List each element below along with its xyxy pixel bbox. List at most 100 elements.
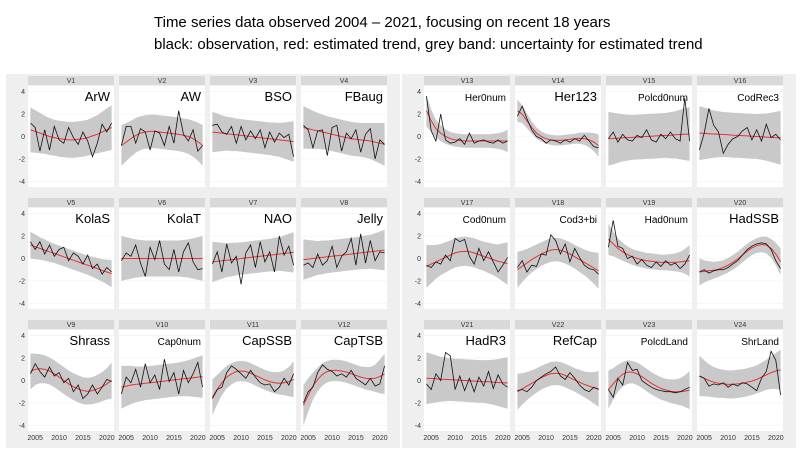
panel-V13: V13 Her0num -4 -2 0 2 4 <box>415 76 510 187</box>
variable-name-label: Her0num <box>465 93 506 104</box>
x-tick-label: 2010 <box>447 435 463 442</box>
observation-line <box>30 122 112 158</box>
x-tick-label: 2010 <box>233 435 249 442</box>
y-tick-label: 4 <box>21 333 25 340</box>
trend-line <box>121 376 203 388</box>
y-tick-label: -2 <box>415 400 421 407</box>
trend-line <box>517 372 599 393</box>
trend-line <box>121 130 203 146</box>
y-tick-label: 2 <box>21 112 25 119</box>
variable-name-label: CodRec3 <box>737 93 779 104</box>
trend-line <box>30 244 112 275</box>
y-tick-label: -4 <box>19 301 25 308</box>
x-tick-label: 2020 <box>99 435 115 442</box>
panel-V11: V11 CapSSB 2005 2010 2015 2020 <box>209 320 297 442</box>
panel-strip-label: V14 <box>552 78 565 85</box>
trend-line <box>699 132 781 139</box>
observation-line <box>212 236 294 285</box>
panel-V24: V24 ShrLand 2005 2010 2015 2020 <box>696 320 784 442</box>
panel-V12: V12 CapTSB 2005 2010 2015 2020 <box>300 320 388 442</box>
uncertainty-band <box>212 360 294 416</box>
uncertainty-band <box>303 353 385 426</box>
y-tick-label: 2 <box>21 356 25 363</box>
panel-strip <box>606 198 692 207</box>
trend-line <box>699 243 782 273</box>
variable-name-label: CapTSB <box>334 333 383 348</box>
panel-V15: V15 Polcd0num <box>606 76 692 187</box>
panel-strip-label: V8 <box>340 200 349 207</box>
panel-strip <box>424 76 510 85</box>
y-tick-label: -2 <box>415 156 421 163</box>
y-tick-label: 4 <box>417 211 421 218</box>
uncertainty-band <box>699 349 781 399</box>
variable-name-label: PolcdLand <box>641 337 688 348</box>
y-tick-label: -4 <box>415 301 421 308</box>
panel-V18: V18 Cod3+bi <box>515 198 601 309</box>
panel-V19: V19 Had0num <box>606 198 692 309</box>
x-tick-label: 2005 <box>118 435 134 442</box>
panel-V4: V4 FBaug <box>301 76 387 187</box>
variable-name-label: CapSSB <box>242 333 292 348</box>
panel-V20: V20 HadSSB <box>697 198 783 309</box>
observation-line <box>303 233 385 269</box>
panel-strip-label: V11 <box>247 322 259 329</box>
panel-strip-label: V10 <box>156 322 169 329</box>
y-tick-label: 0 <box>417 256 421 263</box>
variable-name-label: Her123 <box>554 89 597 104</box>
x-tick-label: 2020 <box>768 435 784 442</box>
variable-name-label: Jelly <box>357 211 384 226</box>
x-tick-label: 2010 <box>324 435 340 442</box>
observation-line <box>699 108 781 155</box>
trend-line <box>517 110 599 146</box>
title-line-2: black: observation, red: estimated trend… <box>154 36 703 53</box>
y-tick-label: -2 <box>19 400 25 407</box>
x-tick-label: 2015 <box>562 435 578 442</box>
y-tick-label: 4 <box>21 211 25 218</box>
y-tick-label: -4 <box>19 179 25 186</box>
panel-strip-label: V24 <box>734 322 747 329</box>
observation-line <box>608 361 690 399</box>
trend-line <box>517 248 599 272</box>
trend-line <box>426 250 508 267</box>
observation-line <box>121 240 203 277</box>
panel-strip-label: V20 <box>734 200 747 207</box>
y-tick-label: 0 <box>417 378 421 385</box>
uncertainty-band <box>30 353 112 405</box>
x-tick-label: 2005 <box>514 435 530 442</box>
panel-strip <box>301 76 387 85</box>
x-tick-label: 2020 <box>495 435 511 442</box>
uncertainty-band <box>608 223 690 277</box>
x-tick-label: 2005 <box>209 435 225 442</box>
trend-line <box>303 249 385 261</box>
panel-strip-label: V19 <box>643 200 656 207</box>
observation-line <box>212 365 294 399</box>
x-tick-label: 2010 <box>51 435 67 442</box>
trend-line <box>608 239 690 263</box>
y-tick-label: -4 <box>19 423 25 430</box>
uncertainty-band <box>517 237 599 289</box>
variable-name-label: HadSSB <box>729 211 779 226</box>
observation-line <box>426 237 508 273</box>
variable-name-label: AW <box>181 89 202 104</box>
panel-strip <box>119 76 205 85</box>
panel-strip <box>697 76 783 85</box>
x-tick-label: 2010 <box>538 435 554 442</box>
variable-name-label: Cap0num <box>158 337 201 348</box>
observation-line <box>30 240 112 275</box>
y-tick-label: 0 <box>21 378 25 385</box>
variable-name-label: Polcd0num <box>638 93 688 104</box>
panel-strip <box>606 76 692 85</box>
x-tick-label: 2015 <box>166 435 182 442</box>
panel-V1: V1 ArW -4 -2 0 2 4 <box>19 76 114 187</box>
x-tick-label: 2015 <box>75 435 91 442</box>
y-tick-label: -2 <box>19 278 25 285</box>
observation-line <box>699 350 781 396</box>
panel-V5: V5 KolaS -4 -2 0 2 4 <box>19 198 114 309</box>
observation-line <box>121 110 203 152</box>
uncertainty-band <box>517 361 599 410</box>
observation-line <box>699 242 781 274</box>
observation-line <box>30 362 112 400</box>
variable-name-label: NAO <box>264 211 292 226</box>
observation-line <box>517 105 599 149</box>
panel-strip <box>210 198 296 207</box>
